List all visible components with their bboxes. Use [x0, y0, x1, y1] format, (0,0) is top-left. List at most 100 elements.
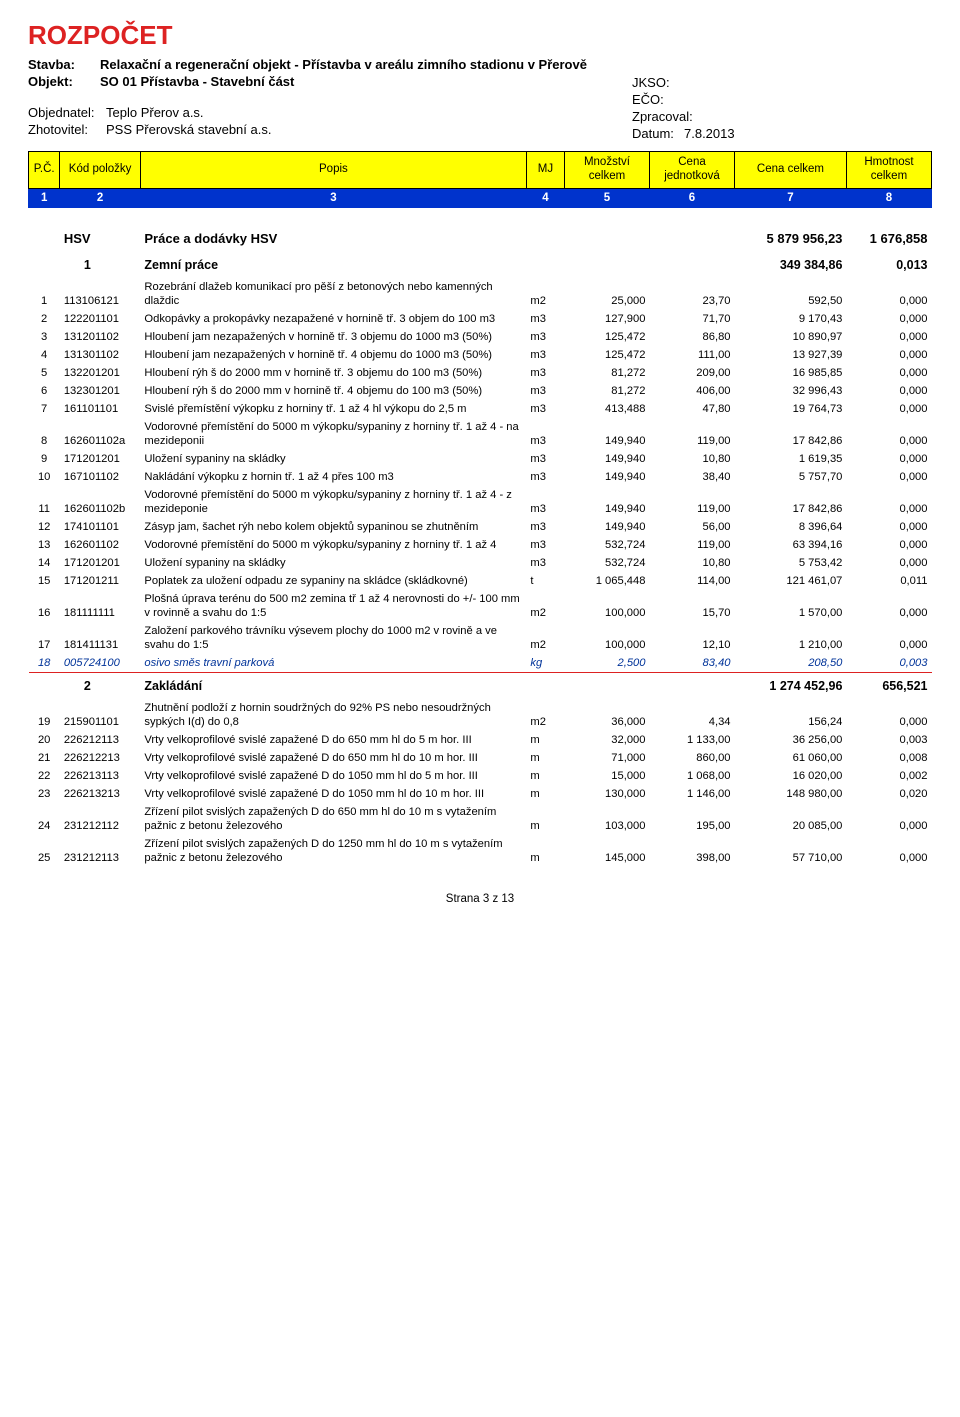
cell-mj: m2: [526, 699, 564, 731]
cell-hm: 0,000: [846, 590, 931, 622]
cell-cc: 17 842,86: [735, 418, 847, 450]
cell-pop: Hloubení rýh š do 2000 mm v hornině tř. …: [140, 382, 526, 400]
cell-hm: 0,000: [846, 803, 931, 835]
cell-mn: 1 065,448: [564, 572, 649, 590]
cell-kod: 181111111: [60, 590, 141, 622]
cell-kod: 132201201: [60, 364, 141, 382]
cell-cj: 398,00: [649, 835, 734, 867]
cell-hm: 0,002: [846, 767, 931, 785]
cell-cj: 406,00: [649, 382, 734, 400]
cell-kod: 171201211: [60, 572, 141, 590]
cell-pop: Zřízení pilot svislých zapažených D do 1…: [140, 835, 526, 867]
cell-cj: 71,70: [649, 310, 734, 328]
cell-pc: 3: [29, 328, 60, 346]
cell-cj: 10,80: [649, 450, 734, 468]
section-total: 5 879 956,23: [735, 225, 847, 252]
cell-pc: 6: [29, 382, 60, 400]
cell-pc: 8: [29, 418, 60, 450]
table-row: 1113106121Rozebrání dlažeb komunikací pr…: [29, 278, 932, 310]
eco-label: EČO:: [632, 92, 664, 107]
cell-pop: Zhutnění podloží z hornin soudržných do …: [140, 699, 526, 731]
cell-pc: 21: [29, 749, 60, 767]
cell-cc: 16 985,85: [735, 364, 847, 382]
section-hsv: HSV Práce a dodávky HSV 5 879 956,23 1 6…: [29, 225, 932, 252]
th-mnozstvi: Množství celkem: [564, 152, 649, 189]
cell-mj: m2: [526, 278, 564, 310]
cell-hm: 0,000: [846, 622, 931, 654]
cell-cc: 10 890,97: [735, 328, 847, 346]
cell-mj: m: [526, 803, 564, 835]
table-row: 16181111111Plošná úprava terénu do 500 m…: [29, 590, 932, 622]
cell-cc: 1 570,00: [735, 590, 847, 622]
table-row: 18005724100osivo směs travní parkovákg2,…: [29, 654, 932, 673]
cell-mn: 149,940: [564, 450, 649, 468]
cell-mn: 149,940: [564, 486, 649, 518]
cell-pop: Vrty velkoprofilové svislé zapažené D do…: [140, 749, 526, 767]
cell-cj: 195,00: [649, 803, 734, 835]
cell-cj: 119,00: [649, 418, 734, 450]
cell-mn: 25,000: [564, 278, 649, 310]
datum-label: Datum:: [632, 126, 684, 141]
cell-pop: Svislé přemístění výkopku z horniny tř. …: [140, 400, 526, 418]
cell-mj: t: [526, 572, 564, 590]
cell-pop: Vrty velkoprofilové svislé zapažené D do…: [140, 785, 526, 803]
cell-cc: 5 757,70: [735, 468, 847, 486]
cell-kod: 005724100: [60, 654, 141, 673]
table-row: 11162601102bVodorovné přemístění do 5000…: [29, 486, 932, 518]
colnum: 2: [60, 188, 141, 207]
cell-cj: 15,70: [649, 590, 734, 622]
sub-mass: 0,013: [846, 252, 931, 278]
cell-kod: 162601102: [60, 536, 141, 554]
cell-mn: 145,000: [564, 835, 649, 867]
cell-kod: 131301102: [60, 346, 141, 364]
cell-cj: 4,34: [649, 699, 734, 731]
cell-cj: 119,00: [649, 486, 734, 518]
cell-mj: m3: [526, 518, 564, 536]
cell-mj: m3: [526, 418, 564, 450]
cell-pc: 22: [29, 767, 60, 785]
cell-pop: Uložení sypaniny na skládky: [140, 554, 526, 572]
cell-pc: 9: [29, 450, 60, 468]
cell-hm: 0,000: [846, 518, 931, 536]
cell-kod: 215901101: [60, 699, 141, 731]
colnum: 7: [735, 188, 847, 207]
cell-mj: m3: [526, 382, 564, 400]
sub-code: 1: [60, 252, 141, 278]
objednatel-label: Objednatel:: [28, 105, 106, 120]
th-mj: MJ: [526, 152, 564, 189]
cell-pc: 12: [29, 518, 60, 536]
table-row: 5132201201Hloubení rýh š do 2000 mm v ho…: [29, 364, 932, 382]
cell-cc: 16 020,00: [735, 767, 847, 785]
cell-pop: Poplatek za uložení odpadu ze sypaniny n…: [140, 572, 526, 590]
table-row: 12174101101Zásyp jam, šachet rýh nebo ko…: [29, 518, 932, 536]
cell-cc: 9 170,43: [735, 310, 847, 328]
table-header-row: P.Č. Kód položky Popis MJ Množství celke…: [29, 152, 932, 189]
cell-mj: m: [526, 785, 564, 803]
cell-mj: m3: [526, 364, 564, 382]
cell-mn: 149,940: [564, 418, 649, 450]
cell-mj: m3: [526, 400, 564, 418]
cell-pop: Odkopávky a prokopávky nezapažené v horn…: [140, 310, 526, 328]
cell-mn: 127,900: [564, 310, 649, 328]
section-mass: 1 676,858: [846, 225, 931, 252]
cell-mn: 36,000: [564, 699, 649, 731]
cell-mn: 81,272: [564, 364, 649, 382]
cell-cj: 119,00: [649, 536, 734, 554]
cell-pc: 7: [29, 400, 60, 418]
cell-hm: 0,000: [846, 346, 931, 364]
subsection-1: 1 Zemní práce 349 384,86 0,013: [29, 252, 932, 278]
cell-kod: 226213113: [60, 767, 141, 785]
cell-cj: 860,00: [649, 749, 734, 767]
cell-pop: Vrty velkoprofilové svislé zapažené D do…: [140, 731, 526, 749]
cell-hm: 0,000: [846, 382, 931, 400]
cell-pc: 4: [29, 346, 60, 364]
cell-cc: 57 710,00: [735, 835, 847, 867]
cell-hm: 0,000: [846, 278, 931, 310]
cell-hm: 0,000: [846, 328, 931, 346]
cell-cc: 1 210,00: [735, 622, 847, 654]
cell-pc: 11: [29, 486, 60, 518]
cell-pc: 14: [29, 554, 60, 572]
cell-hm: 0,000: [846, 835, 931, 867]
cell-cc: 5 753,42: [735, 554, 847, 572]
cell-hm: 0,000: [846, 450, 931, 468]
